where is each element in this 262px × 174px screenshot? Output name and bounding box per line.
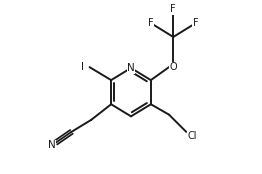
Text: I: I — [81, 62, 84, 72]
Text: N: N — [48, 140, 56, 150]
Text: N: N — [127, 63, 135, 73]
Text: F: F — [171, 4, 176, 14]
Text: Cl: Cl — [188, 131, 197, 141]
Text: O: O — [170, 62, 177, 72]
Text: F: F — [193, 18, 199, 28]
Text: F: F — [148, 18, 154, 28]
